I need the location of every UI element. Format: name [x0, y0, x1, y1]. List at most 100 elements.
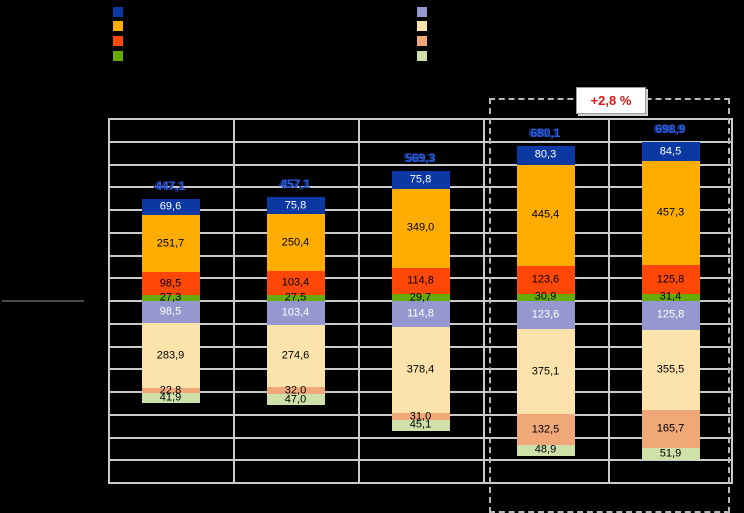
legend-swatch-light-peach-icon [417, 21, 427, 31]
plot-area: 27,3 98,5 251,7 69,6 98,5 283,9 22,8 41,9 447,1 2… [108, 118, 733, 484]
bar-total-label: 457,1 [280, 177, 311, 191]
bar-segment-label: 69,6 [159, 200, 182, 213]
legend-swatch-pale-green-icon [417, 51, 427, 61]
bar-segment-pale-green [642, 448, 700, 460]
h-gridline [108, 459, 733, 461]
legend-swatch-orange-red-icon [113, 36, 123, 46]
legend-swatch-navy-blue-icon [113, 7, 123, 17]
bar-segment-navy-blue [642, 141, 700, 162]
axis-tick-line [2, 300, 84, 302]
bar-segment-label: 51,9 [659, 447, 682, 460]
bar-segment-amber [392, 188, 450, 269]
bar-segment-label: 22,8 [159, 384, 182, 397]
bar-segment-label: 250,4 [281, 236, 310, 249]
bar-segment-salmon [142, 387, 200, 394]
bar-segment-label: 29,7 [409, 291, 432, 304]
bar-segment-label: 27,5 [284, 291, 307, 304]
legend-swatch-periwinkle-icon [417, 7, 427, 17]
bar-segment-orange-red [517, 265, 575, 294]
bar-segment-label: 98,5 [159, 305, 182, 318]
bar-segment-label: 355,5 [656, 363, 685, 376]
bar-segment-navy-blue [267, 197, 325, 215]
bar-total-label: 698,9 [655, 121, 686, 136]
growth-annotation: +2,8 % [576, 87, 646, 114]
h-gridline [108, 437, 733, 439]
bar-segment-navy-blue [142, 199, 200, 216]
highlight-dashed-box [489, 98, 730, 513]
bar-total-label: 680,1 [530, 126, 561, 141]
bar-total-label: 569,3 [405, 151, 436, 166]
bar-segment-label: 132,5 [531, 423, 560, 436]
bar-segment-navy-blue [392, 171, 450, 189]
bar-segment-salmon [267, 386, 325, 395]
bar-segment-amber [267, 214, 325, 272]
bar-segment-label: 123,6 [531, 273, 560, 286]
bar-segment-label: 103,4 [281, 306, 310, 319]
bar-segment-label: 48,9 [534, 443, 557, 456]
bar-segment-label: 114,8 [407, 307, 434, 320]
bar-segment-label: 378,4 [406, 363, 435, 376]
bar-segment-label: 457,3 [656, 206, 685, 219]
v-gridline [608, 119, 610, 483]
bar-segment-label: 75,8 [409, 173, 432, 186]
bar-segment-label: 98,5 [159, 277, 182, 290]
bar-segment-salmon [392, 413, 450, 421]
bar-segment-amber [642, 161, 700, 266]
bar-segment-label: 41,9 [159, 391, 182, 404]
bar-segment-periwinkle [392, 301, 450, 328]
bar-segment-light-peach [142, 323, 200, 388]
bar-segment-pale-green [267, 394, 325, 405]
v-gridline [233, 119, 235, 483]
bar-segment-label: 27,3 [159, 291, 182, 304]
bar-segment-label: 80,3 [534, 148, 557, 161]
bar-segment-green [517, 293, 575, 301]
bar-segment-label: 31,4 [659, 290, 682, 303]
bar-segment-green [642, 293, 700, 301]
bar-segment-label: 84,5 [659, 145, 682, 158]
bar-segment-light-peach [267, 324, 325, 387]
bar-segment-label: 349,0 [406, 221, 435, 234]
bar-segment-orange-red [642, 265, 700, 294]
h-gridline [108, 164, 733, 166]
bar-segment-label: 125,8 [656, 308, 685, 321]
v-gridline [108, 119, 110, 483]
bar-segment-label: 47,0 [284, 393, 307, 406]
bar-segment-salmon [642, 410, 700, 449]
bar-segment-orange-red [267, 271, 325, 295]
bar-segment-amber [142, 215, 200, 273]
bar-segment-light-peach [517, 329, 575, 415]
bar-segment-salmon [517, 414, 575, 445]
bar-segment-label: 30,9 [534, 290, 557, 303]
bar-segment-label: 165,7 [656, 422, 685, 435]
bar-segment-orange-red [142, 272, 200, 295]
v-gridline [483, 119, 485, 483]
bar-segment-pale-green [392, 420, 450, 431]
bar-segment-label: 45,1 [409, 418, 432, 431]
bar-segment-green [142, 294, 200, 301]
bar-segment-periwinkle [642, 301, 700, 330]
bar-segment-label: 75,8 [284, 199, 307, 212]
bar-segment-label: 125,8 [656, 273, 685, 286]
legend-swatch-green-icon [113, 51, 123, 61]
bar-segment-periwinkle [517, 301, 575, 330]
bar-segment-orange-red [392, 268, 450, 295]
bar-segment-light-peach [392, 327, 450, 414]
bar-segment-label: 114,8 [407, 274, 434, 287]
bar-segment-light-peach [642, 329, 700, 411]
growth-annotation-label: +2,8 % [590, 93, 632, 108]
bar-segment-pale-green [142, 393, 200, 403]
bar-segment-periwinkle [267, 301, 325, 325]
bar-segment-label: 103,4 [281, 276, 310, 289]
bar-segment-navy-blue [517, 146, 575, 165]
bar-segment-amber [517, 164, 575, 266]
bar-segment-label: 283,9 [156, 349, 185, 362]
bar-segment-label: 445,4 [531, 208, 560, 221]
bar-segment-periwinkle [142, 301, 200, 324]
bar-segment-label: 251,7 [156, 237, 185, 250]
bar-segment-green [267, 294, 325, 301]
bar-segment-green [392, 294, 450, 301]
bar-segment-label: 375,1 [531, 365, 560, 378]
bar-segment-label: 274,6 [281, 349, 310, 362]
bar-segment-pale-green [517, 444, 575, 456]
